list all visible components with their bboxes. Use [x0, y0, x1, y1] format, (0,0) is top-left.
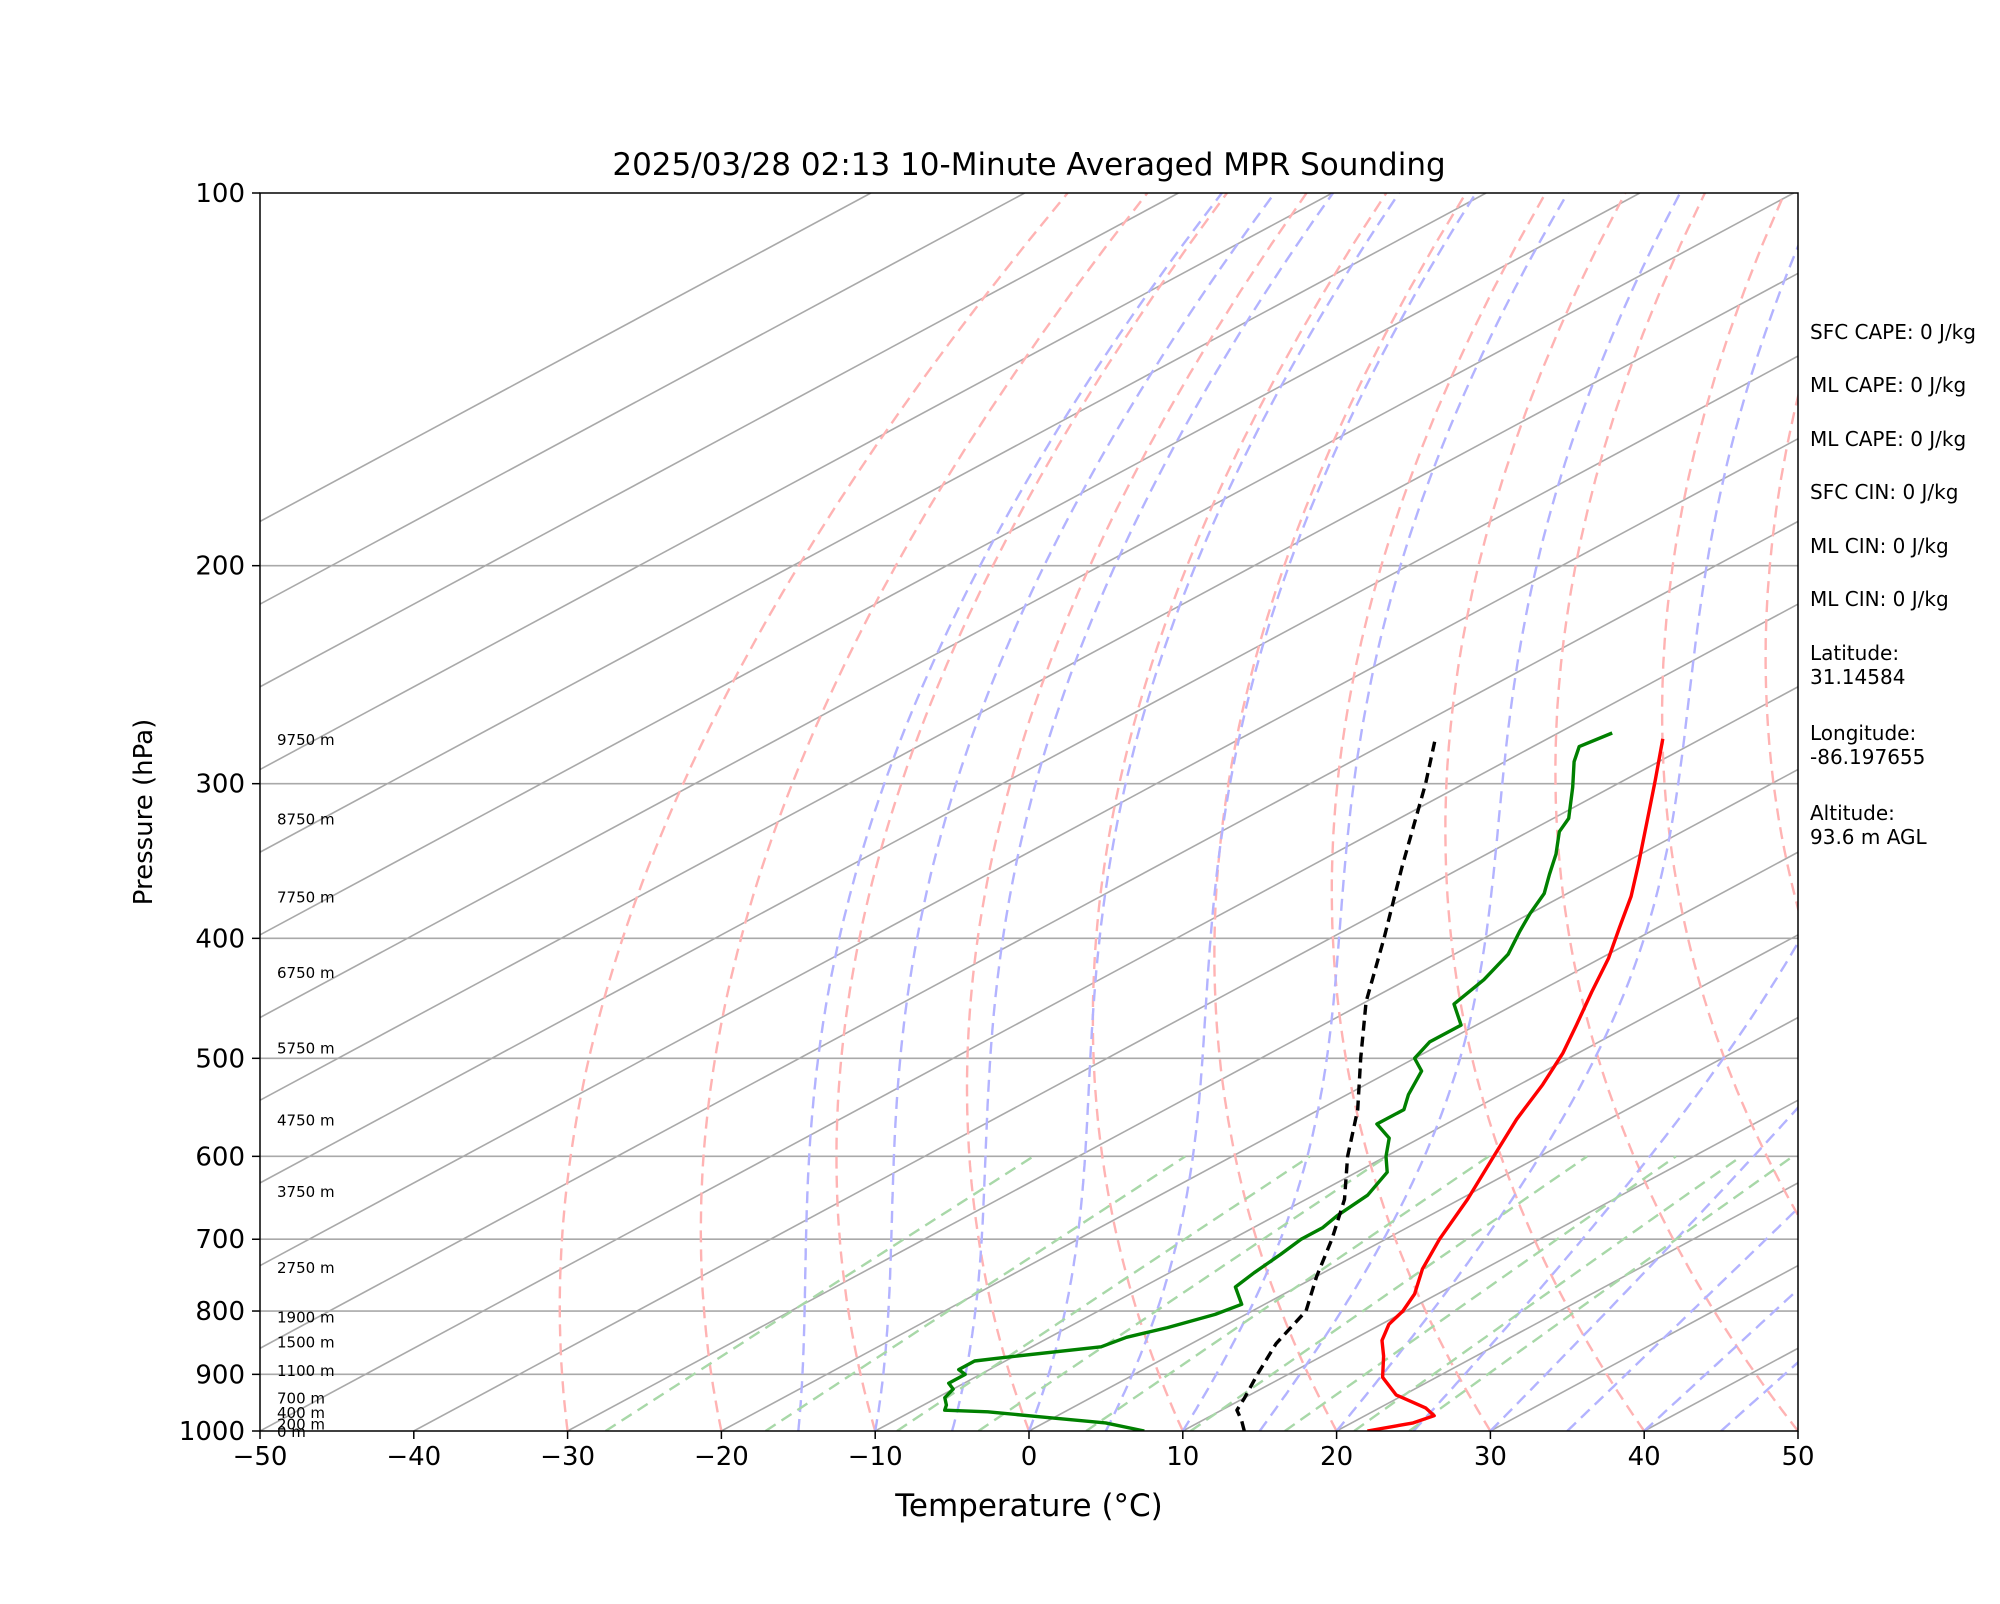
y-tick-label: 400	[195, 924, 245, 954]
x-tick-label: −20	[694, 1442, 749, 1472]
height-label: 4750 m	[277, 1111, 335, 1129]
height-label: 5750 m	[277, 1039, 335, 1057]
dry-adiabat	[1555, 193, 1798, 1431]
x-tick-label: 20	[1320, 1442, 1353, 1472]
parcel-path-line	[1237, 737, 1436, 1431]
height-label: 6750 m	[277, 964, 335, 982]
height-label: 8750 m	[277, 810, 335, 828]
y-tick-label: 100	[195, 179, 245, 209]
height-label: 1900 m	[277, 1308, 335, 1326]
isotherm-line	[0, 193, 1640, 1431]
height-label: 2750 m	[277, 1259, 335, 1277]
isotherm-line	[260, 193, 2000, 1431]
plot-frame	[260, 193, 1798, 1431]
mixing-ratio-line	[979, 1156, 1387, 1431]
dry-adiabat	[1093, 193, 1386, 1431]
height-label: 1100 m	[277, 1362, 335, 1380]
ml-cape-text-2: ML CAPE: 0 J/kg	[1810, 427, 1966, 451]
moist-adiabat	[1337, 193, 1822, 1431]
mixing-ratio-line	[766, 1156, 1186, 1431]
x-tick-label: 0	[1021, 1442, 1038, 1472]
y-tick-label: 300	[195, 770, 245, 800]
moist-adiabat	[875, 193, 1274, 1431]
moist-adiabat	[1260, 193, 1680, 1431]
mixing-ratio-line	[1191, 1156, 1587, 1431]
mixing-ratio-line	[897, 1156, 1310, 1431]
y-tick-label: 700	[195, 1225, 245, 1255]
x-tick-label: 10	[1166, 1442, 1199, 1472]
x-axis-label: Temperature (°C)	[894, 1488, 1163, 1524]
y-axis-label: Pressure (hPa)	[129, 719, 159, 906]
x-tick-label: −30	[540, 1442, 595, 1472]
dewpoint-line	[945, 733, 1612, 1431]
x-tick-label: 40	[1628, 1442, 1661, 1472]
isotherm-line	[414, 193, 2000, 1431]
mixing-ratio-line	[1086, 1156, 1489, 1431]
height-label: 700 m	[277, 1390, 325, 1408]
ml-cape-text: ML CAPE: 0 J/kg	[1810, 373, 1966, 397]
x-tick-label: −10	[848, 1442, 903, 1472]
isotherm-line	[0, 193, 1794, 1431]
y-tick-label: 600	[195, 1142, 245, 1172]
y-tick-label: 1000	[179, 1417, 245, 1447]
x-tick-label: 50	[1781, 1442, 1814, 1472]
height-label: 3750 m	[277, 1183, 335, 1201]
x-tick-label: 30	[1474, 1442, 1507, 1472]
height-label: 1500 m	[277, 1334, 335, 1352]
dry-adiabat	[1332, 193, 1546, 1431]
dry-adiabat	[560, 193, 1068, 1431]
sfc-cin-text: SFC CIN: 0 J/kg	[1810, 480, 1958, 504]
temperature-line	[1367, 739, 1662, 1431]
latitude-text: Latitude: 31.14584	[1810, 641, 1905, 689]
dry-adiabat	[1445, 193, 1644, 1431]
sfc-cape-text: SFC CAPE: 0 J/kg	[1810, 320, 1976, 344]
dry-adiabat	[1964, 193, 2000, 1431]
y-tick-label: 800	[195, 1297, 245, 1327]
height-label: 9750 m	[277, 731, 335, 749]
chart-title: 2025/03/28 02:13 10-Minute Averaged MPR …	[612, 147, 1445, 183]
moist-adiabat	[952, 193, 1333, 1431]
altitude-text: Altitude: 93.6 m AGL	[1810, 801, 1927, 849]
height-label: 7750 m	[277, 888, 335, 906]
isotherm-line	[106, 193, 2000, 1431]
dry-adiabat	[701, 193, 1148, 1431]
longitude-text: Longitude: -86.197655	[1810, 721, 1925, 769]
ml-cin-text-2: ML CIN: 0 J/kg	[1810, 587, 1949, 611]
y-tick-label: 900	[195, 1360, 245, 1390]
x-tick-label: −40	[386, 1442, 441, 1472]
moist-adiabat	[1029, 193, 1399, 1431]
y-tick-label: 500	[195, 1044, 245, 1074]
ml-cin-text: ML CIN: 0 J/kg	[1810, 534, 1949, 558]
y-tick-label: 200	[195, 552, 245, 582]
